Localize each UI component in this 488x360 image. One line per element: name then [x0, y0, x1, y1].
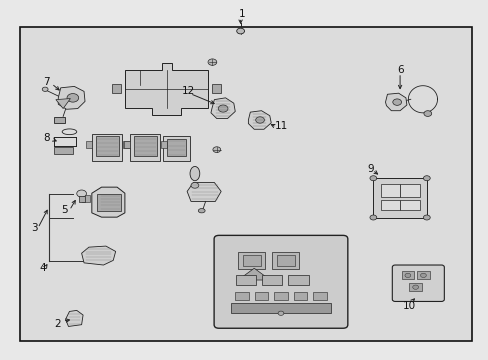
Text: 9: 9	[367, 164, 373, 174]
Bar	[276, 255, 294, 266]
Bar	[20, 27, 471, 342]
Circle shape	[77, 190, 86, 197]
Circle shape	[278, 311, 284, 315]
Bar	[133, 136, 157, 156]
Text: 12: 12	[182, 86, 195, 96]
Text: 4: 4	[40, 262, 46, 273]
Polygon shape	[238, 268, 270, 280]
Polygon shape	[125, 63, 207, 115]
Polygon shape	[81, 246, 116, 265]
Bar	[122, 141, 128, 148]
Circle shape	[42, 87, 48, 91]
Circle shape	[392, 99, 401, 105]
Polygon shape	[92, 187, 124, 217]
Ellipse shape	[190, 166, 200, 181]
Bar	[96, 136, 119, 156]
Circle shape	[207, 59, 216, 65]
Bar	[399, 200, 419, 210]
Text: 10: 10	[403, 301, 415, 311]
Circle shape	[369, 215, 376, 220]
Bar	[112, 85, 121, 93]
Bar	[254, 292, 268, 300]
FancyBboxPatch shape	[391, 265, 444, 301]
Circle shape	[212, 147, 220, 153]
Bar	[408, 283, 421, 291]
Circle shape	[420, 273, 426, 278]
Bar	[166, 139, 186, 157]
Bar	[242, 255, 261, 266]
Bar	[163, 136, 189, 161]
Bar	[82, 195, 90, 202]
Bar	[97, 194, 120, 211]
Bar	[380, 200, 399, 210]
Circle shape	[423, 111, 431, 116]
Circle shape	[191, 183, 199, 188]
Circle shape	[218, 105, 227, 112]
Bar	[293, 292, 306, 300]
Bar	[231, 302, 330, 312]
Polygon shape	[248, 111, 271, 129]
Bar	[235, 275, 256, 285]
Polygon shape	[187, 183, 221, 202]
Text: 3: 3	[31, 223, 38, 233]
Circle shape	[404, 273, 410, 278]
Bar	[372, 178, 426, 217]
Bar	[212, 85, 221, 93]
Bar	[272, 252, 299, 269]
Text: 8: 8	[43, 133, 49, 143]
Polygon shape	[58, 86, 85, 109]
Bar	[130, 134, 160, 161]
Bar	[54, 147, 73, 154]
Polygon shape	[210, 98, 235, 118]
Polygon shape	[385, 93, 406, 111]
Bar	[123, 141, 129, 148]
Circle shape	[255, 117, 264, 123]
Bar	[86, 141, 92, 148]
Text: 7: 7	[43, 77, 49, 87]
Text: 11: 11	[274, 121, 287, 131]
Circle shape	[412, 285, 418, 289]
Bar	[54, 117, 65, 123]
FancyBboxPatch shape	[214, 235, 347, 328]
Bar	[416, 271, 429, 279]
Bar	[92, 134, 122, 161]
Bar	[79, 197, 84, 202]
Bar	[312, 292, 326, 300]
Bar	[262, 275, 282, 285]
Polygon shape	[56, 99, 70, 109]
Text: 1: 1	[238, 9, 245, 19]
Text: 6: 6	[396, 65, 403, 75]
Bar	[274, 292, 287, 300]
Circle shape	[423, 176, 429, 181]
Circle shape	[369, 176, 376, 181]
Polygon shape	[65, 310, 83, 327]
Text: 5: 5	[61, 205, 68, 215]
Bar	[238, 252, 264, 269]
Text: 2: 2	[54, 319, 61, 329]
Bar	[401, 271, 413, 279]
Ellipse shape	[198, 208, 204, 213]
Circle shape	[236, 28, 244, 34]
Bar	[380, 184, 399, 197]
Bar	[287, 275, 308, 285]
Bar	[161, 141, 166, 148]
Circle shape	[423, 215, 429, 220]
Circle shape	[67, 94, 79, 102]
Bar	[399, 184, 419, 197]
Bar	[235, 292, 248, 300]
